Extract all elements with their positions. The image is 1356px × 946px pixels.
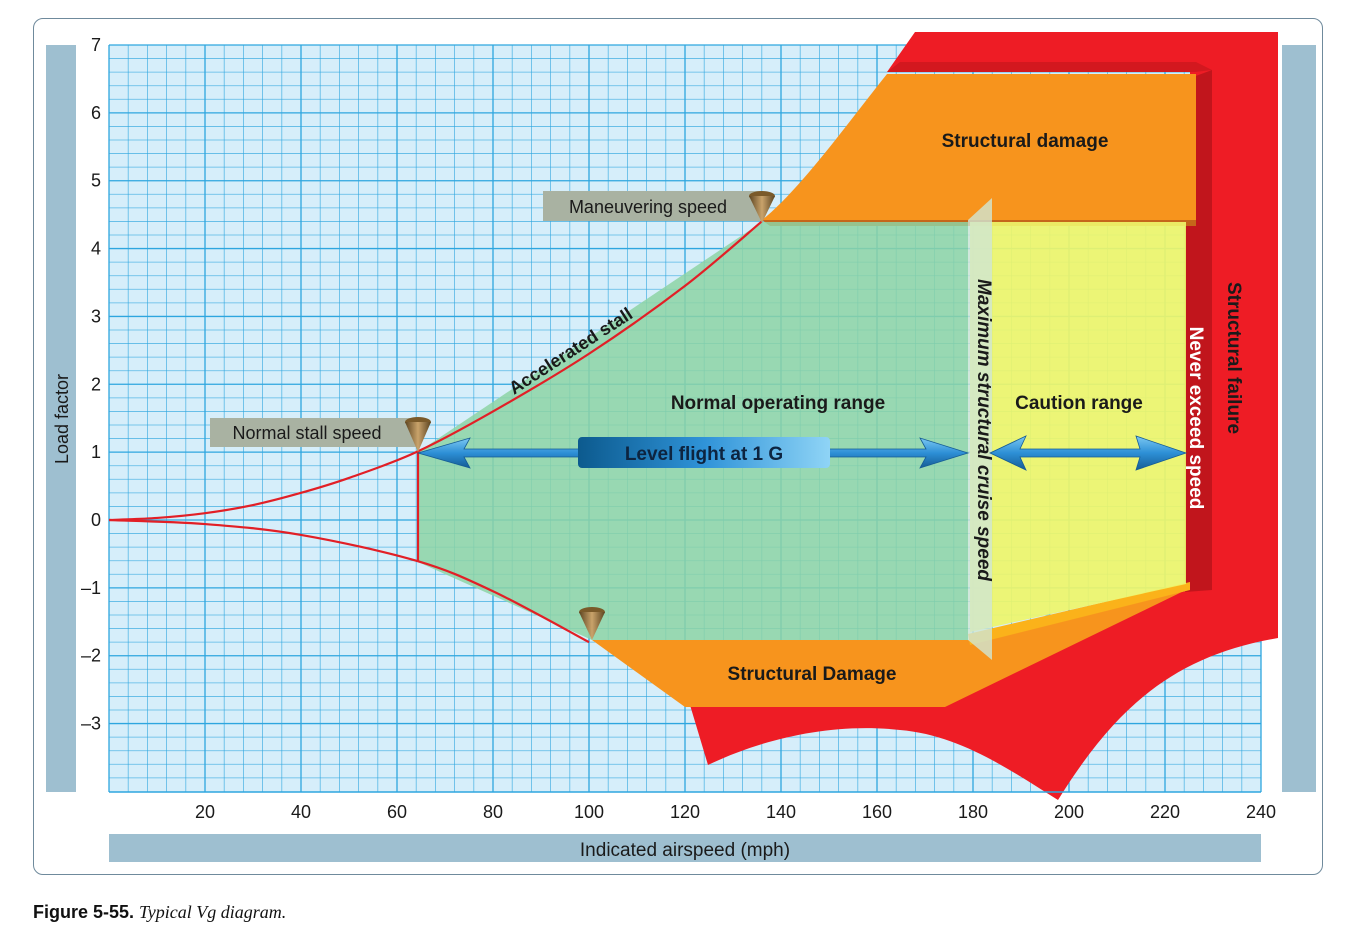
y-tick-label: –2 <box>81 646 101 666</box>
y-tick-label: 1 <box>91 442 101 462</box>
structural-failure-label: Structural failure <box>1223 282 1244 434</box>
x-tick-label: 140 <box>766 802 796 822</box>
level-flight-label: Level flight at 1 G <box>625 444 783 465</box>
structural-damage-top-label: Structural damage <box>942 131 1109 152</box>
y-tick-label: 2 <box>91 374 101 394</box>
figure-title: Typical Vg diagram. <box>139 902 287 922</box>
negative-limit-cone <box>579 607 605 640</box>
damage-bottom-edge <box>968 582 1190 645</box>
x-tick-label: 100 <box>574 802 604 822</box>
accelerated-stall-line <box>108 220 763 522</box>
structural-damage-top-region <box>762 74 1196 220</box>
x-tick-label: 60 <box>387 802 407 822</box>
x-tick-label: 120 <box>670 802 700 822</box>
level-flight-box <box>578 437 830 468</box>
left-axis-band <box>46 45 76 792</box>
vno-panel <box>968 198 992 660</box>
x-tick-label: 200 <box>1054 802 1084 822</box>
maneuvering-speed-box <box>543 191 762 221</box>
vno-label: Maximum structural cruise speed <box>973 279 994 581</box>
maneuvering-speed-label: Maneuvering speed <box>569 197 727 217</box>
normal-stall-speed-label: Normal stall speed <box>232 423 381 443</box>
y-tick-label: 4 <box>91 239 101 259</box>
y-tick-label: 0 <box>91 510 101 530</box>
y-tick-label: –3 <box>81 714 101 734</box>
y-tick-label: –1 <box>81 578 101 598</box>
x-tick-label: 220 <box>1150 802 1180 822</box>
x-tick-labels: 20 40 60 80 100 120 140 160 180 200 220 240 <box>195 802 1276 822</box>
x-tick-label: 40 <box>291 802 311 822</box>
y-tick-label: 5 <box>91 171 101 191</box>
y-tick-labels: 7 6 5 4 3 2 1 0 –1 –2 –3 <box>81 35 101 734</box>
x-tick-label: 20 <box>195 802 215 822</box>
figure-number: Figure 5-55. <box>33 902 135 922</box>
x-tick-label: 160 <box>862 802 892 822</box>
structural-damage-bottom-label: Structural Damage <box>728 664 897 685</box>
normal-operating-range-label: Normal operating range <box>671 393 885 414</box>
never-exceed-speed-label: Never exceed speed <box>1185 327 1206 510</box>
y-tick-label: 3 <box>91 306 101 326</box>
level-flight-arrow <box>416 437 970 469</box>
failure-shadow-top <box>887 62 1212 72</box>
structural-damage-bottom-region <box>592 588 1190 707</box>
caution-range-region <box>970 222 1186 632</box>
x-tick-label: 80 <box>483 802 503 822</box>
y-axis-label: Load factor <box>52 374 72 464</box>
stall-speed-cone <box>405 417 431 452</box>
negative-stall-line <box>108 518 590 644</box>
y-tick-label: 7 <box>91 35 101 55</box>
normal-operating-range-region <box>418 222 968 640</box>
x-axis-band <box>109 834 1261 862</box>
figure-caption: Figure 5-55. Typical Vg diagram. <box>33 902 286 923</box>
x-axis-label: Indicated airspeed (mph) <box>580 840 790 861</box>
normal-stall-speed-box <box>210 418 418 447</box>
caution-range-label: Caution range <box>1015 393 1143 414</box>
maneuvering-speed-cone <box>749 191 775 223</box>
caution-range-arrow <box>989 435 1188 471</box>
x-tick-label: 240 <box>1246 802 1276 822</box>
right-axis-band <box>1282 45 1316 792</box>
y-tick-label: 6 <box>91 103 101 123</box>
x-tick-label: 180 <box>958 802 988 822</box>
